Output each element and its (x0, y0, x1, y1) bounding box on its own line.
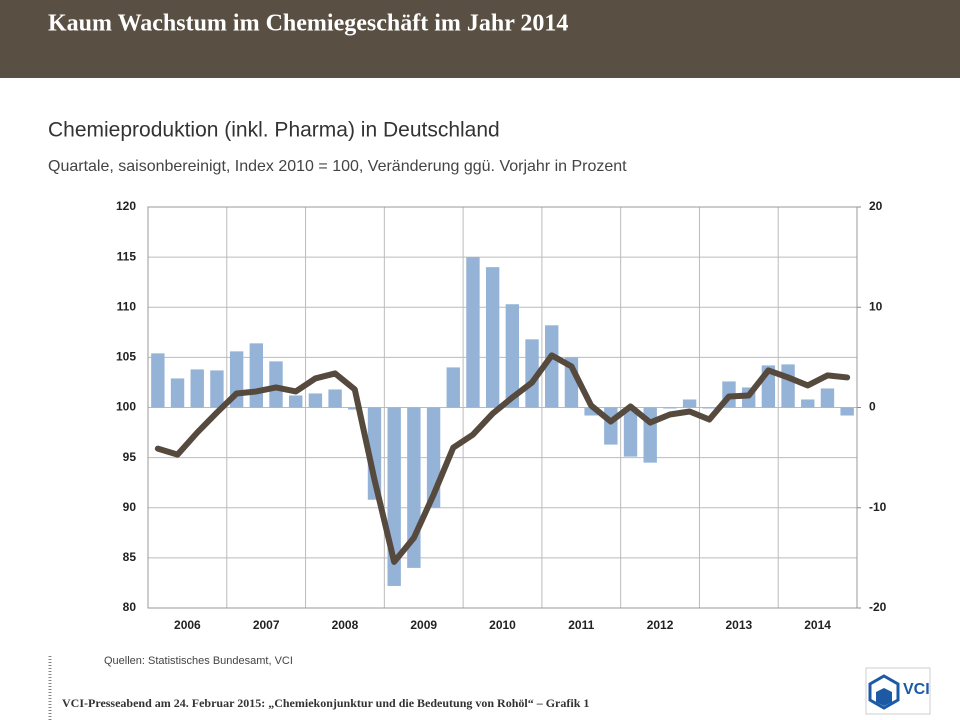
y2-tick-label: 20 (869, 199, 883, 213)
y2-tick-label: -10 (869, 500, 887, 514)
x-tick-label: 2014 (804, 618, 831, 632)
bar (545, 325, 559, 408)
bar (170, 378, 185, 408)
y2-tick-label: -20 (869, 600, 887, 614)
chart-subtitle: Quartale, saisonbereinigt, Index 2010 = … (48, 158, 627, 175)
bar (682, 399, 697, 408)
y-tick-label: 95 (123, 450, 137, 464)
bar (485, 267, 500, 408)
bar (525, 339, 539, 408)
header-title: Kaum Wachstum im Chemiegeschäft im Jahr … (48, 11, 568, 37)
bar (584, 407, 598, 416)
x-tick-label: 2012 (647, 618, 674, 632)
bar (249, 343, 264, 408)
y2-tick-label: 10 (869, 299, 883, 313)
bar (210, 370, 224, 408)
y-tick-label: 120 (116, 199, 136, 213)
bar (289, 395, 303, 408)
logo-text: VCI (903, 681, 930, 698)
x-tick-label: 2011 (568, 618, 594, 632)
bar (308, 393, 323, 408)
plot-frame (147, 206, 858, 609)
x-tick-label: 2010 (489, 618, 516, 632)
y-tick-label: 90 (123, 500, 137, 514)
logo: VCI (865, 667, 931, 715)
bar (801, 399, 815, 408)
y-tick-label: 100 (116, 400, 136, 414)
logo-cube (876, 688, 892, 706)
chart-title: Chemieproduktion (inkl. Pharma) in Deuts… (48, 119, 500, 142)
x-tick-label: 2009 (410, 618, 437, 632)
bar (269, 361, 283, 408)
x-tick-label: 2006 (174, 618, 201, 632)
bar (328, 389, 342, 408)
logo-hexagon (868, 674, 900, 710)
header-bar (0, 0, 960, 78)
bar (702, 407, 716, 409)
bar (623, 407, 638, 457)
footer-text: VCI-Presseabend am 24. Februar 2015: „Ch… (62, 696, 589, 710)
y-tick-label: 105 (116, 350, 136, 364)
bar (446, 367, 460, 408)
y-tick-label: 80 (123, 600, 137, 614)
bar (840, 407, 854, 416)
y-tick-label: 110 (117, 299, 137, 313)
bar (663, 407, 677, 409)
y-tick-label: 85 (123, 550, 137, 564)
bar (604, 407, 618, 445)
bar (348, 407, 362, 410)
y2-tick-label: 0 (869, 400, 876, 414)
bar (820, 388, 835, 408)
bar (781, 364, 795, 408)
bar (151, 353, 165, 408)
x-tick-label: 2008 (332, 618, 359, 632)
bar (505, 304, 520, 408)
plot: 80 85 90 95 100 105 110 115 120 -20 -10 0 10 20 2006 20… (116, 199, 887, 632)
bar (466, 257, 480, 408)
x-tick-label: 2013 (725, 618, 752, 632)
bar (190, 369, 204, 408)
line (154, 352, 851, 565)
y-tick-label: 115 (117, 249, 137, 263)
source: Quellen: Statistisches Bundesamt, VCI (104, 655, 293, 667)
x-tick-label: 2007 (253, 618, 280, 632)
